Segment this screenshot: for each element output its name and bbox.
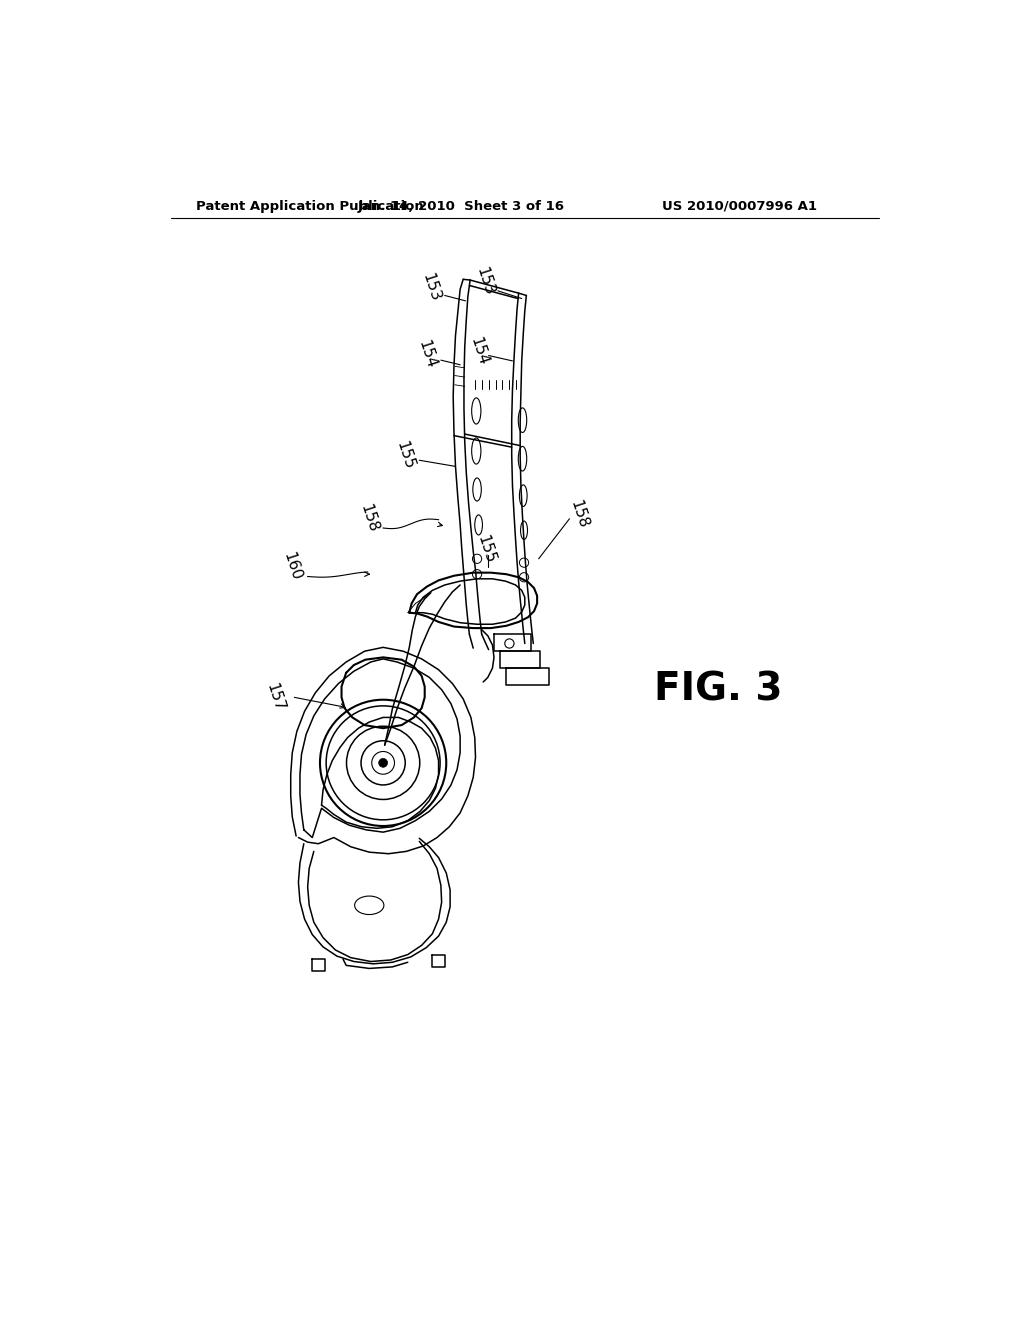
Text: 158: 158: [357, 503, 381, 535]
Text: 154: 154: [467, 335, 490, 367]
Text: 158: 158: [567, 498, 590, 531]
Text: Patent Application Publication: Patent Application Publication: [196, 199, 424, 213]
Text: 153: 153: [419, 272, 442, 304]
Ellipse shape: [519, 484, 527, 507]
Ellipse shape: [518, 408, 526, 433]
Circle shape: [505, 639, 514, 648]
Text: 160: 160: [281, 550, 304, 582]
Circle shape: [519, 558, 528, 568]
Ellipse shape: [354, 896, 384, 915]
Circle shape: [472, 554, 481, 564]
Circle shape: [472, 570, 481, 579]
Circle shape: [519, 573, 528, 582]
Text: 154: 154: [416, 339, 438, 371]
Ellipse shape: [520, 521, 527, 540]
Circle shape: [379, 759, 387, 767]
Text: 155: 155: [475, 533, 498, 565]
Text: FIG. 3: FIG. 3: [654, 671, 782, 709]
Ellipse shape: [473, 478, 481, 502]
Ellipse shape: [475, 515, 482, 535]
Ellipse shape: [472, 438, 481, 465]
Text: Jan. 14, 2010  Sheet 3 of 16: Jan. 14, 2010 Sheet 3 of 16: [358, 199, 565, 213]
Text: 153: 153: [473, 265, 497, 298]
Ellipse shape: [472, 397, 481, 424]
Text: US 2010/0007996 A1: US 2010/0007996 A1: [662, 199, 817, 213]
Text: 157: 157: [264, 681, 287, 713]
Ellipse shape: [518, 446, 526, 471]
Text: 155: 155: [393, 438, 417, 471]
